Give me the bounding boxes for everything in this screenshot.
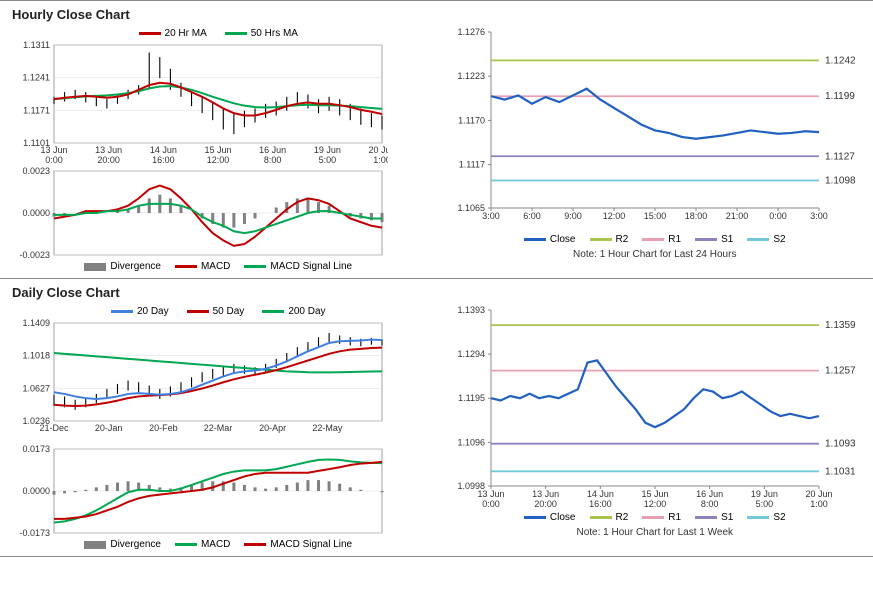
svg-text:1.1170: 1.1170 — [458, 115, 485, 125]
svg-text:21:00: 21:00 — [725, 211, 748, 221]
svg-text:0.0000: 0.0000 — [22, 486, 50, 496]
svg-text:1.1171: 1.1171 — [23, 105, 50, 115]
svg-text:19 Jun5:00: 19 Jun5:00 — [314, 145, 341, 165]
svg-text:3:00: 3:00 — [810, 211, 828, 221]
svg-text:1.0627: 1.0627 — [22, 383, 50, 393]
svg-text:1.1199: 1.1199 — [825, 91, 855, 102]
svg-text:20-Jan: 20-Jan — [95, 423, 123, 433]
hourly-price-chart: 1.11011.11711.12411.131113 Jun0:0013 Jun… — [8, 41, 388, 167]
svg-text:13 Jun0:00: 13 Jun0:00 — [477, 489, 504, 509]
svg-text:1.1276: 1.1276 — [457, 27, 485, 37]
hourly-title: Hourly Close Chart — [0, 5, 873, 26]
svg-text:15 Jun12:00: 15 Jun12:00 — [204, 145, 231, 165]
svg-text:1.1223: 1.1223 — [457, 71, 485, 81]
svg-text:1.1117: 1.1117 — [458, 160, 484, 170]
svg-text:14 Jun16:00: 14 Jun16:00 — [586, 489, 613, 509]
svg-text:16 Jun8:00: 16 Jun8:00 — [259, 145, 286, 165]
svg-text:20-Feb: 20-Feb — [149, 423, 178, 433]
daily-week-note: Note: 1 Hour Chart for Last 1 Week — [445, 525, 866, 538]
daily-macd-chart: -0.0173 0.0000 0.0173 — [8, 445, 388, 537]
svg-text:6:00: 6:00 — [523, 211, 541, 221]
svg-text:3:00: 3:00 — [482, 211, 500, 221]
svg-text:13 Jun20:00: 13 Jun20:00 — [95, 145, 122, 165]
svg-text:0:00: 0:00 — [769, 211, 787, 221]
svg-text:1.1065: 1.1065 — [457, 203, 485, 213]
hourly-24h-note: Note: 1 Hour Chart for Last 24 Hours — [445, 247, 866, 260]
svg-text:1.1093: 1.1093 — [825, 439, 856, 450]
svg-text:15 Jun12:00: 15 Jun12:00 — [641, 489, 668, 509]
svg-text:0.0000: 0.0000 — [22, 208, 50, 218]
svg-text:1.1098: 1.1098 — [825, 175, 856, 186]
hourly-section: Hourly Close Chart 20 Hr MA50 Hrs MA 1.1… — [0, 0, 873, 278]
svg-text:19 Jun5:00: 19 Jun5:00 — [750, 489, 777, 509]
daily-section: Daily Close Chart 20 Day50 Day200 Day 1.… — [0, 278, 873, 557]
svg-text:16 Jun8:00: 16 Jun8:00 — [696, 489, 723, 509]
svg-text:20 Jun1:00: 20 Jun1:00 — [368, 145, 388, 165]
hourly-price-legend: 20 Hr MA50 Hrs MA — [8, 26, 429, 41]
svg-text:14 Jun16:00: 14 Jun16:00 — [150, 145, 177, 165]
svg-text:1.1359: 1.1359 — [825, 320, 856, 331]
hourly-macd-chart: -0.0023 0.0000 0.0023 — [8, 167, 388, 259]
svg-text:9:00: 9:00 — [564, 211, 582, 221]
svg-text:1.1242: 1.1242 — [825, 55, 856, 66]
daily-price-chart: 1.02361.06271.10181.140921-Dec20-Jan20-F… — [8, 319, 388, 445]
daily-title: Daily Close Chart — [0, 283, 873, 304]
svg-text:1.1257: 1.1257 — [825, 366, 856, 377]
svg-text:1.1311: 1.1311 — [23, 41, 50, 50]
svg-text:1.1195: 1.1195 — [458, 393, 485, 403]
svg-text:21-Dec: 21-Dec — [39, 423, 69, 433]
daily-price-legend: 20 Day50 Day200 Day — [8, 304, 429, 319]
svg-text:22-May: 22-May — [312, 423, 343, 433]
hourly-24h-chart: 1.1065 1.1117 1.1170 1.1223 1.1276 3:00 6:00 9:… — [445, 26, 865, 232]
svg-text:-0.0023: -0.0023 — [19, 250, 50, 259]
daily-macd-legend: DivergenceMACDMACD Signal Line — [8, 537, 429, 552]
svg-text:22-Mar: 22-Mar — [204, 423, 233, 433]
svg-text:15:00: 15:00 — [643, 211, 666, 221]
svg-text:20 Jun1:00: 20 Jun1:00 — [805, 489, 832, 509]
svg-text:12:00: 12:00 — [602, 211, 625, 221]
svg-text:0.0173: 0.0173 — [22, 445, 50, 454]
svg-text:1.1096: 1.1096 — [457, 437, 485, 447]
svg-text:1.1127: 1.1127 — [825, 151, 855, 162]
svg-text:13 Jun20:00: 13 Jun20:00 — [532, 489, 559, 509]
svg-text:1.1409: 1.1409 — [22, 319, 50, 328]
hourly-macd-legend: DivergenceMACDMACD Signal Line — [8, 259, 429, 274]
svg-text:-0.0173: -0.0173 — [19, 528, 50, 537]
svg-text:0.0023: 0.0023 — [22, 167, 50, 176]
svg-text:1.1018: 1.1018 — [22, 351, 50, 361]
svg-text:1.1393: 1.1393 — [457, 305, 485, 315]
svg-text:13 Jun0:00: 13 Jun0:00 — [40, 145, 67, 165]
hourly-24h-legend: CloseR2R1S1S2 — [445, 232, 866, 247]
svg-text:1.1241: 1.1241 — [22, 73, 50, 83]
svg-text:20-Apr: 20-Apr — [259, 423, 286, 433]
svg-text:18:00: 18:00 — [684, 211, 707, 221]
daily-week-chart: 1.09981.10961.11951.12941.139313 Jun0:00… — [445, 304, 865, 510]
daily-week-legend: CloseR2R1S1S2 — [445, 510, 866, 525]
svg-text:1.1294: 1.1294 — [457, 349, 485, 359]
svg-text:1.1031: 1.1031 — [825, 466, 856, 477]
